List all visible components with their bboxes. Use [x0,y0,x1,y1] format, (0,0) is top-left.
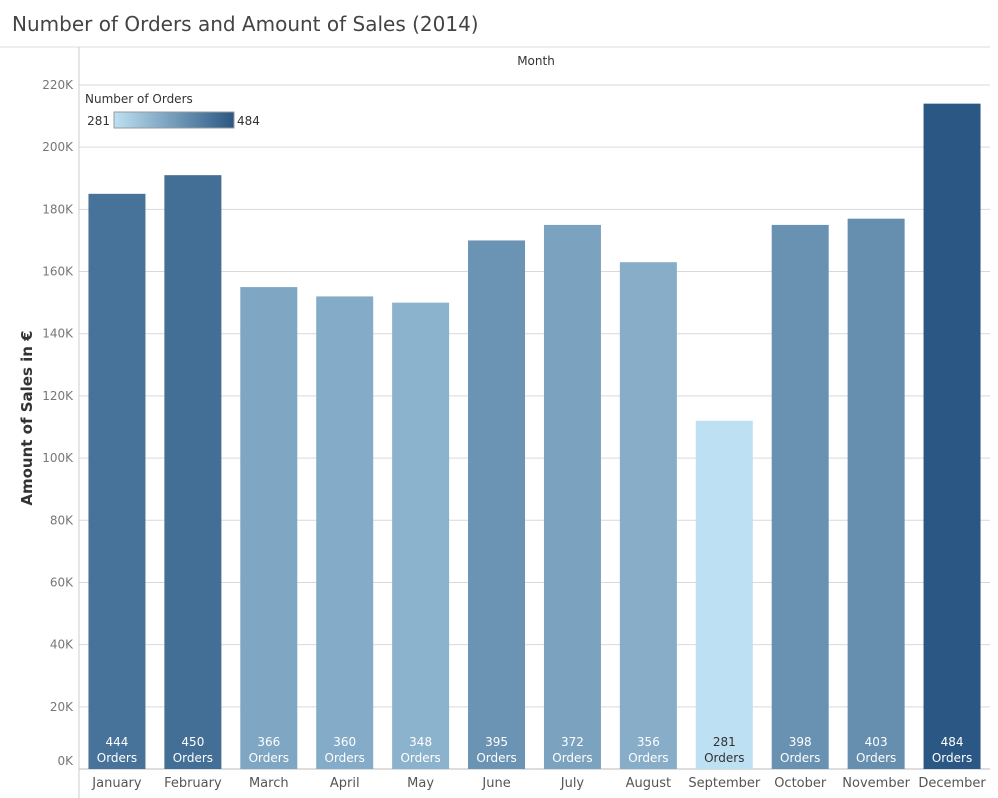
bar-order-count: 484 [941,735,964,749]
y-tick-label: 200K [42,140,74,154]
y-tick-label: 160K [42,265,74,279]
x-category-label: December [918,776,986,791]
bar-order-suffix: Orders [400,751,440,765]
x-category-label: August [626,776,672,791]
y-axis-title: Amount of Sales in € [18,330,36,505]
bar-order-suffix: Orders [325,751,365,765]
bar-order-count: 398 [789,735,812,749]
bar-order-count: 444 [106,735,129,749]
x-category-label: July [560,776,585,791]
x-category-label: May [407,776,434,791]
bar-may [392,302,450,769]
y-tick-label: 80K [50,513,74,527]
x-axis-header: Month [517,54,555,68]
x-category-label: April [330,776,360,791]
color-legend: Number of Orders 281 484 [85,92,260,129]
bar-order-suffix: Orders [856,751,896,765]
bar-august [619,262,677,769]
bar-order-count: 366 [257,735,280,749]
bar-october [771,224,829,770]
bar-july [543,224,601,770]
bar-order-suffix: Orders [173,751,213,765]
gridlines [0,46,990,770]
legend-gradient [113,111,235,129]
y-tick-label: 100K [42,451,74,465]
bar-order-suffix: Orders [932,751,972,765]
bar-order-count: 395 [485,735,508,749]
bar-order-suffix: Orders [97,751,137,765]
x-category-label: February [164,776,222,791]
y-tick-label: 40K [50,638,74,652]
x-category-label: September [688,776,761,791]
bar-order-count: 356 [637,735,660,749]
legend-min-label: 281 [87,114,110,128]
axes: 0K 20K 40K 60K 80K 100K 120K 140K 160K 180K 200K 22… [42,47,986,798]
bar-april [316,296,374,769]
bar-order-suffix: Orders [780,751,820,765]
bars [88,103,981,770]
y-tick-label: 140K [42,327,74,341]
bar-labels: 444 Orders 450 Orders 366 Orders 360 Orders 348 O… [97,735,972,765]
y-tick-label: 0K [57,754,74,768]
bar-january [88,193,146,769]
bar-order-suffix: Orders [249,751,289,765]
chart-title: Number of Orders and Amount of Sales (20… [12,12,479,36]
bar-order-count: 403 [865,735,888,749]
bar-order-count: 372 [561,735,584,749]
bar-order-suffix: Orders [552,751,592,765]
bar-september [695,420,753,769]
bar-december [923,103,981,770]
bar-order-suffix: Orders [704,751,744,765]
bar-order-count: 450 [181,735,204,749]
y-tick-label: 20K [50,700,74,714]
y-tick-label: 120K [42,389,74,403]
y-tick-label: 220K [42,78,74,92]
x-category-label: March [249,776,289,791]
x-category-label: November [842,776,910,791]
bar-june [468,240,526,770]
bar-march [240,287,298,769]
bar-order-count: 348 [409,735,432,749]
legend-max-label: 484 [237,114,260,128]
y-tick-label: 180K [42,202,74,216]
bar-order-count: 281 [713,735,736,749]
bar-february [164,175,222,769]
x-category-label: January [91,776,142,791]
x-category-label: June [481,776,510,791]
x-category-label: October [774,776,827,791]
bar-order-suffix: Orders [628,751,668,765]
legend-title: Number of Orders [85,92,193,106]
bar-november [847,218,905,769]
bar-order-count: 360 [333,735,356,749]
y-tick-label: 60K [50,575,74,589]
bar-order-suffix: Orders [476,751,516,765]
